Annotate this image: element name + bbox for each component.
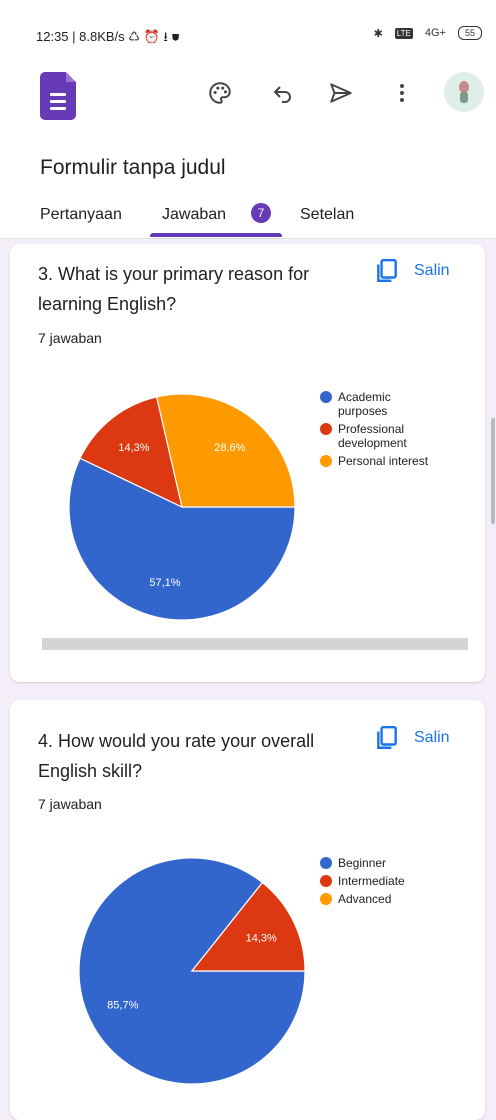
pie-data-label: 85,7% xyxy=(107,999,138,1011)
send-icon[interactable] xyxy=(324,76,358,110)
tab-jawaban[interactable]: Jawaban xyxy=(162,206,227,223)
legend-label: Advanced xyxy=(338,892,392,906)
legend-label: Beginner xyxy=(338,856,387,870)
response-count-badge: 7 xyxy=(251,203,271,223)
forms-logo-icon xyxy=(40,72,76,120)
pie-slice-professional-development[interactable] xyxy=(79,396,183,509)
legend-marker xyxy=(320,875,332,887)
response-count: 7 jawaban xyxy=(38,330,102,346)
more-vert-icon[interactable] xyxy=(385,76,419,110)
volte-icon: LTE xyxy=(394,27,413,39)
question-title: 4. How would you rate your overall Engli… xyxy=(38,731,315,781)
network-label: 4G+ xyxy=(424,27,446,39)
page-scrollbar[interactable] xyxy=(491,418,495,524)
pie-slice-personal-interest[interactable] xyxy=(155,393,296,508)
copy-label: Salin xyxy=(414,262,450,279)
copy-label: Salin xyxy=(414,729,450,746)
battery-icon: 55 xyxy=(457,26,482,40)
app-bar xyxy=(0,64,496,138)
form-title: Formulir tanpa judul xyxy=(40,156,226,179)
legend-item[interactable]: Academic purposes xyxy=(320,390,428,418)
question-card-4: 4. How would you rate your overall Engli… xyxy=(10,700,485,1120)
legend-marker xyxy=(320,423,332,435)
tab-pertanyaan[interactable]: Pertanyaan xyxy=(40,206,122,223)
pie-data-label: 28,6% xyxy=(214,442,245,454)
undo-icon[interactable] xyxy=(266,76,300,110)
legend-item[interactable]: Personal interest xyxy=(320,454,428,468)
form-header xyxy=(0,138,496,239)
pie-slice-academic-purposes[interactable] xyxy=(68,457,296,621)
legend-marker xyxy=(320,893,332,905)
bluetooth-icon: ✱ xyxy=(373,27,383,40)
avatar[interactable] xyxy=(444,72,484,112)
copy-chart-button[interactable]: Salin xyxy=(374,725,450,751)
legend-label: Professional development xyxy=(338,422,407,450)
legend-marker xyxy=(320,455,332,467)
copy-icon xyxy=(377,725,397,749)
question-card-3: 3. What is your primary reason for learn… xyxy=(10,244,485,682)
legend-label: Intermediate xyxy=(338,874,405,888)
pie-slice-intermediate[interactable] xyxy=(190,881,306,972)
question-title: 3. What is your primary reason for learn… xyxy=(38,264,310,314)
pie-chart: 85,7% 14,3% xyxy=(78,857,306,1085)
legend-item[interactable]: Professional development xyxy=(320,422,428,450)
palette-icon[interactable] xyxy=(203,76,237,110)
copy-icon xyxy=(377,258,397,282)
status-bar: 12:35 | 8.8KB/s ♺ ⏰ ⭳ ⛊ ✱ LTE 4G+ 55 xyxy=(0,0,496,64)
response-count: 7 jawaban xyxy=(38,796,102,812)
status-bar-right: ✱ LTE 4G+ 55 xyxy=(374,26,482,40)
pie-data-label: 14,3% xyxy=(118,442,149,454)
copy-chart-button[interactable]: Salin xyxy=(374,258,450,284)
active-tab-indicator xyxy=(150,233,282,237)
status-bar-left: 12:35 | 8.8KB/s ♺ ⏰ ⭳ ⛊ xyxy=(36,29,180,44)
legend-label: Academic purposes xyxy=(338,390,391,418)
chart-legend: Beginner Intermediate Advanced xyxy=(320,856,405,910)
legend-marker xyxy=(320,857,332,869)
chart-legend: Academic purposes Professional development P… xyxy=(320,390,428,472)
pie-data-label: 14,3% xyxy=(246,933,277,945)
legend-label: Personal interest xyxy=(338,454,429,468)
legend-item[interactable]: Beginner xyxy=(320,856,405,870)
legend-item[interactable]: Intermediate xyxy=(320,874,405,888)
horizontal-scrollbar[interactable] xyxy=(42,638,468,650)
tab-setelan[interactable]: Setelan xyxy=(300,206,355,223)
pie-chart: 57,1% 14,3% 28,6% xyxy=(68,393,296,621)
pie-data-label: 57,1% xyxy=(149,577,180,589)
legend-item[interactable]: Advanced xyxy=(320,892,405,906)
legend-marker xyxy=(320,391,332,403)
